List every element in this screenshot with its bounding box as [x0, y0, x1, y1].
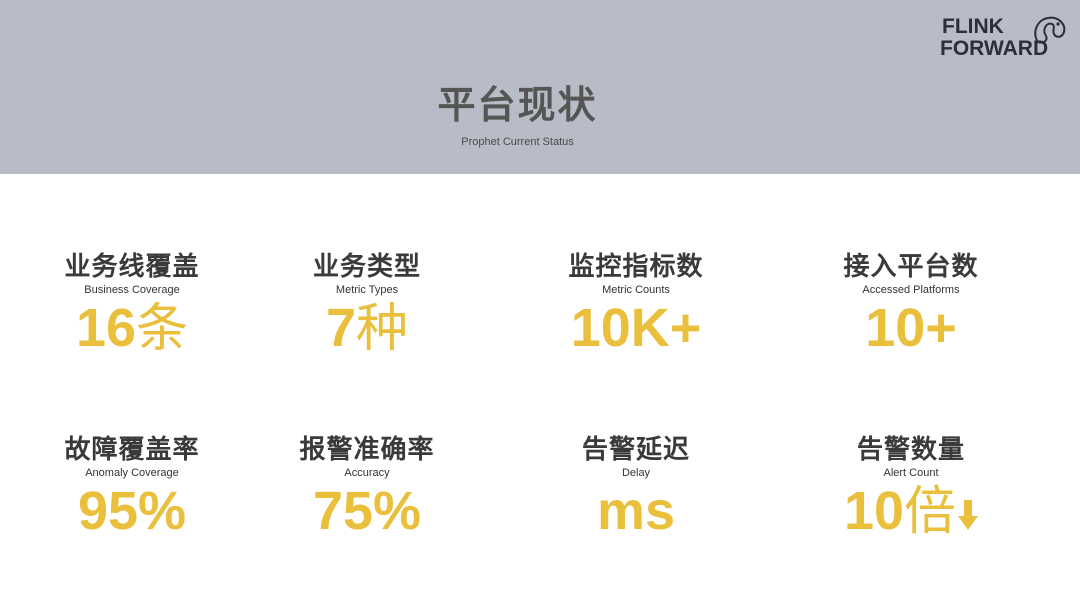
- stat-label-en: Accuracy: [344, 467, 390, 479]
- stat-accuracy: 报警准确率 Accuracy 75%: [247, 435, 487, 540]
- page-subtitle: Prophet Current Status: [461, 136, 574, 148]
- stat-label: 报警准确率: [299, 435, 435, 465]
- arrow-down-icon: [958, 499, 979, 530]
- flink-forward-logo: FLINK FORWARD: [940, 16, 1070, 72]
- stat-label: 故障覆盖率: [64, 435, 200, 465]
- stat-value: 10K+: [570, 298, 702, 358]
- stat-label-en: Alert Count: [883, 467, 939, 479]
- stat-label-en: Delay: [621, 467, 651, 479]
- stat-label: 告警数量: [856, 435, 965, 465]
- stat-label-en: Anomaly Coverage: [85, 467, 179, 479]
- stat-metric-types: 业务类型 Metric Types 7种: [247, 252, 487, 358]
- page-title: 平台现状: [437, 83, 598, 127]
- stat-anomaly-coverage: 故障覆盖率 Anomaly Coverage 95%: [12, 435, 252, 540]
- stat-label-en: Metric Types: [335, 284, 399, 296]
- stat-label: 告警延迟: [581, 435, 690, 465]
- stat-value: 10+: [865, 298, 957, 358]
- stat-label: 业务类型: [312, 252, 421, 282]
- stat-label: 监控指标数: [568, 252, 704, 282]
- logo-line-1: FLINK: [942, 15, 1004, 38]
- stat-accessed-platforms: 接入平台数 Accessed Platforms 10+: [791, 252, 1031, 357]
- stat-metric-counts: 监控指标数 Metric Counts 10K+: [516, 252, 756, 357]
- stat-value: 7种: [325, 298, 409, 359]
- stat-value: 95%: [77, 481, 187, 541]
- stat-delay: 告警延迟 Delay ms: [516, 435, 756, 540]
- stat-label: 接入平台数: [843, 252, 979, 282]
- stat-label-en: Accessed Platforms: [862, 284, 960, 296]
- stat-value: 10倍: [791, 482, 1031, 541]
- header-banner: 平台现状 Prophet Current Status FLINK FORWAR…: [0, 0, 1080, 174]
- stat-label: 业务线覆盖: [64, 252, 200, 282]
- stat-label-en: Metric Counts: [602, 284, 670, 296]
- stat-label-en: Business Coverage: [84, 284, 180, 296]
- stat-business-coverage: 业务线覆盖 Business Coverage 16条: [12, 252, 252, 358]
- stat-value: 16条: [75, 298, 189, 359]
- logo-line-2: FORWARD: [940, 37, 1049, 60]
- stat-value: ms: [596, 481, 676, 541]
- stat-alert-count: 告警数量 Alert Count 10倍: [791, 435, 1031, 541]
- logo-text: FLINK FORWARD: [940, 16, 1048, 60]
- squirrel-icon: [1034, 16, 1066, 44]
- stat-value: 75%: [312, 481, 422, 541]
